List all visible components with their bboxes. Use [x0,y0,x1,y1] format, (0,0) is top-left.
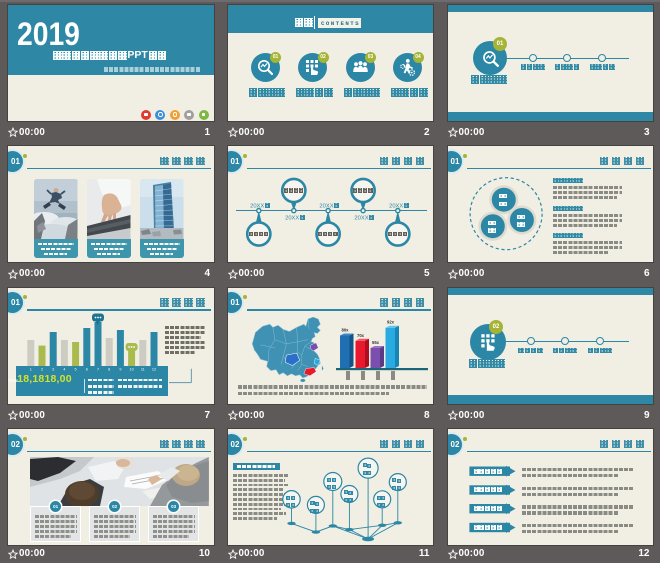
svg-text:5: 5 [75,367,77,371]
svg-text:3: 3 [52,367,54,371]
svg-text:8: 8 [108,367,110,371]
svg-text:11: 11 [141,367,145,371]
svg-text:10: 10 [129,367,133,371]
svg-text:92x: 92x [387,319,395,324]
svg-text:80x: 80x [341,327,349,332]
svg-text:7: 7 [97,367,99,371]
svg-text:55x: 55x [372,340,380,345]
svg-text:70x: 70x [357,332,365,337]
svg-text:6: 6 [86,367,88,371]
svg-text:2: 2 [41,367,43,371]
svg-text:9: 9 [119,367,121,371]
svg-text:4: 4 [63,367,65,371]
svg-text:12: 12 [152,367,156,371]
svg-text:1: 1 [30,367,32,371]
